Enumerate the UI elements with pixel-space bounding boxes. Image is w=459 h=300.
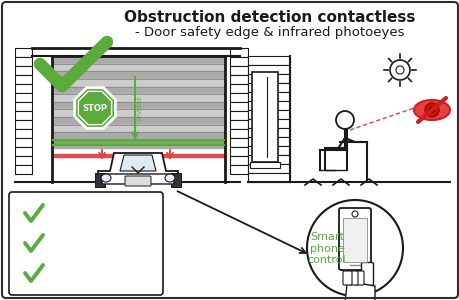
Bar: [230, 129, 247, 138]
Bar: [230, 84, 247, 93]
Polygon shape: [98, 153, 178, 175]
Bar: [247, 74, 289, 83]
Bar: [247, 155, 289, 164]
Bar: [247, 83, 289, 92]
FancyBboxPatch shape: [354, 271, 363, 285]
Text: - Door safety edge & infrared photoeyes: - Door safety edge & infrared photoeyes: [135, 26, 404, 39]
Bar: [171, 173, 180, 187]
FancyBboxPatch shape: [9, 192, 162, 295]
Bar: [15, 57, 32, 66]
FancyBboxPatch shape: [361, 262, 373, 286]
Bar: [15, 129, 32, 138]
Circle shape: [335, 111, 353, 129]
Bar: [15, 84, 32, 93]
Bar: [342, 218, 366, 262]
Bar: [230, 48, 247, 57]
Text: STOP: STOP: [82, 103, 107, 112]
Bar: [230, 147, 247, 156]
Bar: [15, 138, 32, 147]
FancyBboxPatch shape: [125, 176, 151, 186]
Bar: [15, 165, 32, 174]
Bar: [230, 57, 247, 66]
Bar: [230, 156, 247, 165]
Bar: [247, 101, 289, 110]
FancyBboxPatch shape: [348, 271, 357, 285]
Bar: [247, 110, 289, 119]
Bar: [230, 75, 247, 84]
Bar: [247, 173, 289, 182]
Bar: [252, 72, 277, 162]
Polygon shape: [120, 155, 156, 171]
Bar: [15, 75, 32, 84]
FancyBboxPatch shape: [102, 174, 174, 184]
Bar: [247, 92, 289, 101]
Bar: [247, 137, 289, 146]
Bar: [15, 66, 32, 75]
Bar: [230, 120, 247, 129]
Text: Obstruction detection contactless: Obstruction detection contactless: [124, 10, 415, 25]
Bar: [15, 147, 32, 156]
Polygon shape: [344, 284, 374, 300]
Bar: [15, 111, 32, 120]
Bar: [230, 138, 247, 147]
Bar: [249, 162, 280, 168]
Circle shape: [351, 211, 357, 217]
Bar: [247, 119, 289, 128]
Text: Safe: Safe: [48, 236, 77, 250]
Circle shape: [389, 60, 409, 80]
Bar: [15, 93, 32, 102]
Bar: [15, 102, 32, 111]
FancyBboxPatch shape: [338, 208, 370, 270]
Bar: [15, 120, 32, 129]
Bar: [230, 66, 247, 75]
Ellipse shape: [101, 174, 111, 182]
Text: Legal: Legal: [48, 266, 84, 280]
Text: Smart
phone
control: Smart phone control: [307, 232, 346, 265]
Circle shape: [428, 107, 434, 113]
Bar: [230, 93, 247, 102]
Bar: [95, 173, 105, 187]
Bar: [230, 165, 247, 174]
Bar: [15, 156, 32, 165]
FancyBboxPatch shape: [342, 271, 351, 285]
Ellipse shape: [165, 174, 174, 182]
Text: REVERSE: REVERSE: [138, 96, 143, 120]
Text: Compliant: Compliant: [48, 206, 116, 220]
Bar: [230, 111, 247, 120]
Bar: [247, 146, 289, 155]
Circle shape: [306, 200, 402, 296]
Circle shape: [395, 66, 403, 74]
Bar: [247, 56, 289, 65]
Bar: [247, 164, 289, 173]
Ellipse shape: [413, 100, 449, 120]
Bar: [230, 102, 247, 111]
Bar: [15, 48, 32, 57]
Bar: [247, 128, 289, 137]
Bar: [247, 65, 289, 74]
Circle shape: [424, 103, 438, 117]
Polygon shape: [74, 88, 115, 128]
